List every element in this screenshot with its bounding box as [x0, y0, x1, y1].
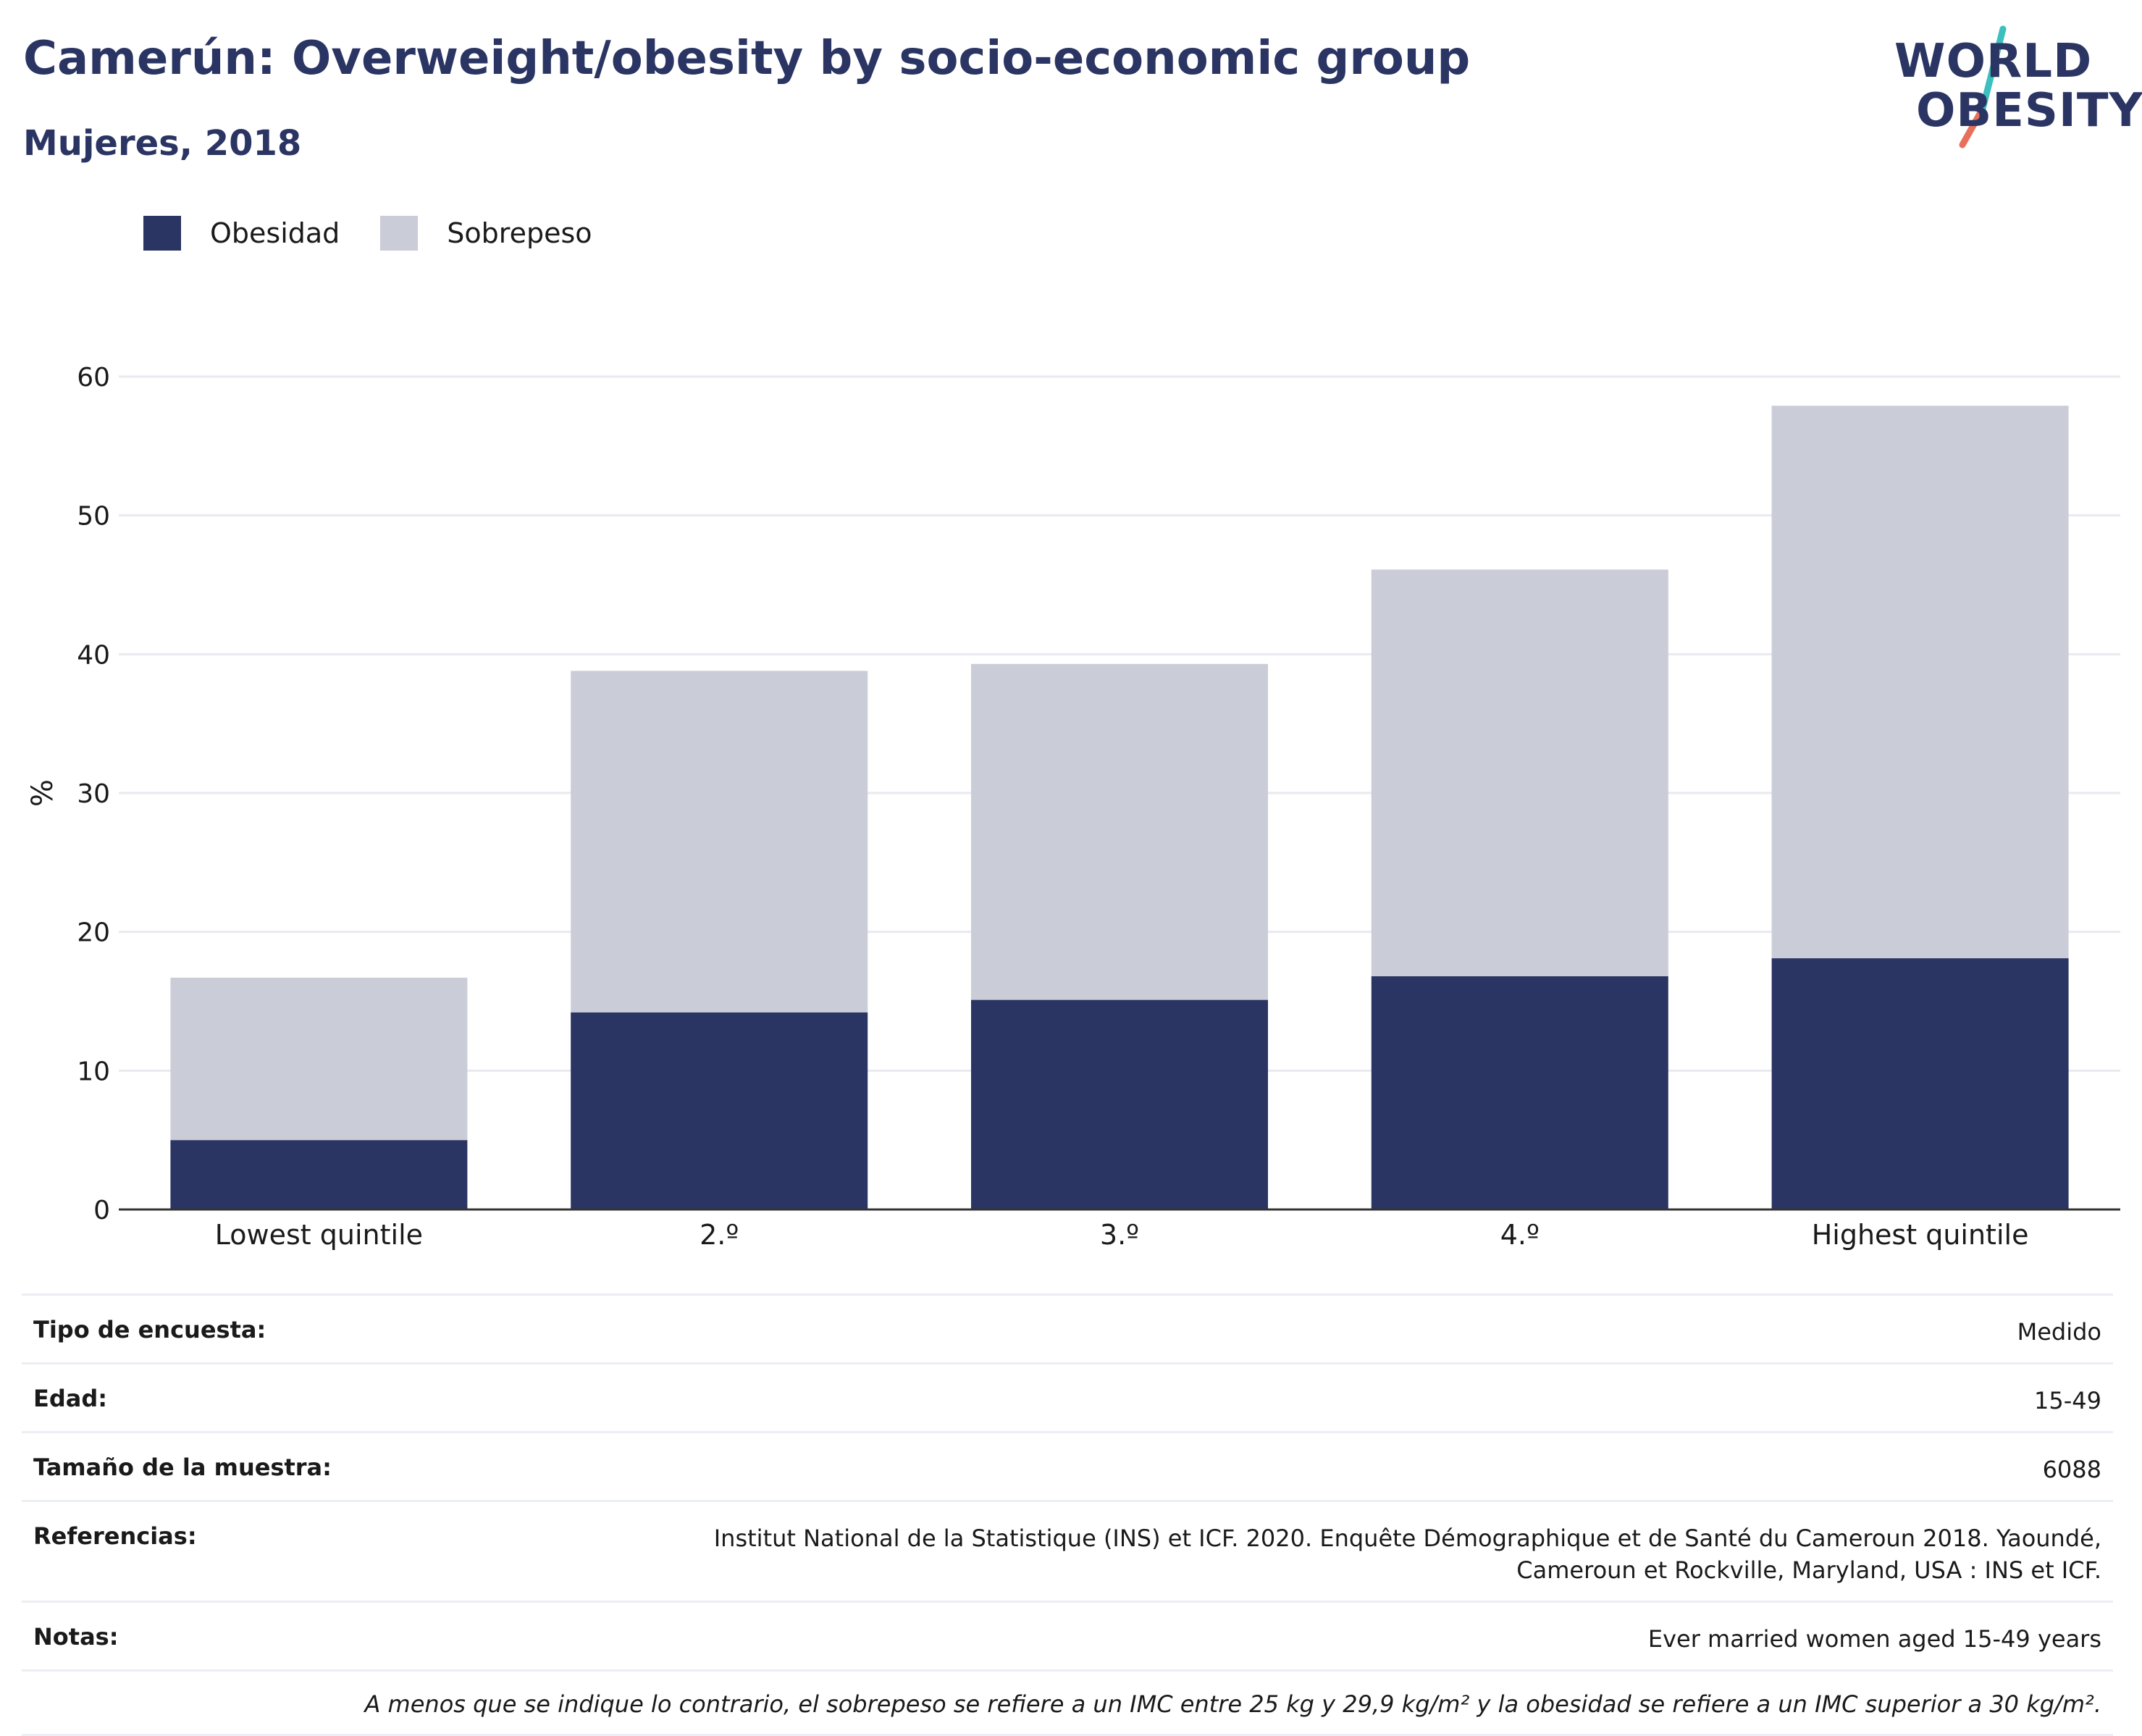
info-label: Notas:	[33, 1623, 119, 1651]
bar-obesidad-2	[971, 999, 1268, 1209]
bar-sobrepeso-1	[571, 671, 868, 1012]
legend-item-sobrepeso[interactable]: Sobrepeso	[380, 216, 592, 251]
x-tick-label: Lowest quintile	[215, 1219, 423, 1251]
info-row-notes: Notas: Ever married women aged 15-49 yea…	[22, 1603, 2113, 1672]
world-obesity-logo: WORLD OBESITY	[1890, 22, 2142, 152]
y-tick-label: 20	[77, 918, 110, 948]
info-label: Edad:	[33, 1385, 108, 1412]
info-label: Tipo de encuesta:	[33, 1316, 266, 1343]
bar-obesidad-0	[170, 1140, 468, 1209]
y-tick-label: 40	[77, 640, 110, 670]
bar-sobrepeso-4	[1771, 406, 2069, 959]
info-value: Ever married women aged 15-49 years	[1647, 1625, 2101, 1653]
info-row-references: Referencias: Institut National de la Sta…	[22, 1502, 2113, 1603]
info-value: 6088	[2042, 1456, 2101, 1483]
bar-obesidad-1	[571, 1012, 868, 1209]
info-label: Referencias:	[33, 1522, 197, 1550]
bar-sobrepeso-0	[170, 977, 468, 1141]
y-tick-label: 50	[77, 502, 110, 532]
bar-obesidad-4	[1771, 958, 2069, 1209]
y-tick-label: 10	[77, 1057, 110, 1086]
info-value: 15-49	[2034, 1387, 2101, 1414]
x-tick-label: 2.º	[700, 1219, 739, 1251]
legend-item-obesidad[interactable]: Obesidad	[143, 216, 340, 251]
y-tick-label: 0	[93, 1196, 110, 1225]
x-tick-label: 4.º	[1500, 1219, 1540, 1251]
info-row-sample-size: Tamaño de la muestra: 6088	[22, 1433, 2113, 1502]
bar-sobrepeso-2	[971, 663, 1268, 1000]
logo-slash-icon	[1959, 25, 2007, 148]
chart-subtitle: Mujeres, 2018	[23, 123, 302, 164]
chart-title: Camerún: Overweight/obesity by socio-eco…	[23, 32, 1471, 85]
x-tick-label: 3.º	[1100, 1219, 1139, 1251]
info-value: Institut National de la Statistique (INS…	[713, 1525, 2101, 1584]
x-tick-label: Highest quintile	[1812, 1219, 2029, 1251]
legend-swatch-sobrepeso	[380, 216, 419, 251]
stacked-bar-chart: 0 10 20 30 40 50 60% Lowest quintile 2.º 3.º 4.º Hi…	[26, 363, 2120, 1251]
bmi-footnote: A menos que se indique lo contrario, el …	[22, 1672, 2113, 1736]
legend-swatch-obesidad	[143, 216, 181, 251]
logo-text-world: WORLD	[1894, 35, 2093, 88]
info-row-survey-type: Tipo de encuesta: Medido	[22, 1296, 2113, 1364]
chart-legend: Obesidad Sobrepeso	[143, 216, 633, 251]
y-tick-label: 30	[77, 779, 110, 809]
info-table: Tipo de encuesta: Medido Edad: 15-49 Tam…	[22, 1293, 2113, 1736]
info-row-age: Edad: 15-49	[22, 1364, 2113, 1433]
y-tick-label: 60	[77, 363, 110, 393]
logo-text-obesity: OBESITY	[1916, 84, 2142, 138]
info-value: Medido	[2017, 1318, 2101, 1346]
legend-label-obesidad: Obesidad	[210, 217, 340, 249]
bar-obesidad-3	[1371, 976, 1668, 1209]
info-label: Tamaño de la muestra:	[33, 1454, 332, 1481]
bar-sobrepeso-3	[1371, 569, 1668, 976]
legend-label-sobrepeso: Sobrepeso	[447, 217, 592, 249]
y-axis-label: %	[26, 779, 59, 807]
